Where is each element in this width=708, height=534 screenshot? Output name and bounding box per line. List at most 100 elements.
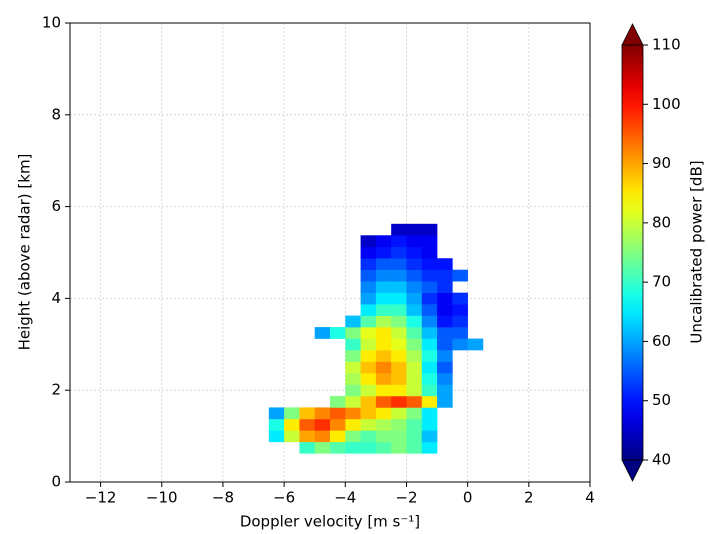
heatmap-cell [391, 235, 407, 248]
heatmap-cell [360, 418, 377, 431]
colorbar-tick-label: 110 [652, 36, 681, 54]
x-tick-label: −8 [212, 489, 234, 507]
heatmap-cell [330, 418, 346, 431]
heatmap-cell [406, 223, 423, 236]
heatmap-cell [360, 372, 377, 385]
heatmap-cell [391, 269, 407, 282]
heatmap-cell [452, 315, 468, 328]
heatmap-cell [375, 292, 392, 305]
heatmap-cell [299, 407, 316, 420]
heatmap-cell [406, 338, 423, 351]
heatmap-cell [421, 281, 438, 293]
heatmap-cell [330, 327, 346, 339]
heatmap-cell [314, 327, 331, 339]
heatmap-cell [437, 269, 453, 282]
heatmap-cell [421, 407, 438, 420]
heatmap-cell [406, 304, 423, 316]
heatmap-cell [375, 384, 392, 397]
heatmap-cell [406, 441, 423, 454]
heatmap-cell [299, 441, 316, 454]
heatmap-cell [375, 418, 392, 431]
heatmap-cell [452, 338, 468, 351]
heatmap-cell [375, 281, 392, 293]
heatmap-cell [421, 304, 438, 316]
heatmap-cell [406, 407, 423, 420]
heatmap-cell [375, 269, 392, 282]
heatmap-cell [360, 430, 377, 443]
y-tick-label: 10 [42, 14, 61, 32]
x-tick-label: 4 [585, 489, 595, 507]
x-tick-label: −10 [146, 489, 178, 507]
heatmap-cell [421, 327, 438, 339]
heatmap-cell [345, 441, 361, 454]
heatmap-cell [360, 246, 377, 259]
heatmap-cell [406, 235, 423, 248]
heatmap-cell [268, 430, 285, 443]
heatmap-cell [375, 407, 392, 420]
heatmap-cell [330, 430, 346, 443]
heatmap-cell [421, 223, 438, 236]
x-axis-label: Doppler velocity [m s⁻¹] [240, 513, 420, 531]
heatmap-cell [299, 430, 316, 443]
heatmap-cell [421, 269, 438, 282]
heatmap-cell [284, 407, 300, 420]
heatmap-cell [421, 430, 438, 443]
colorbar-tick-label: 90 [652, 154, 671, 172]
heatmap-cell [437, 258, 453, 271]
heatmap-cell [375, 235, 392, 248]
colorbar-tick-label: 80 [652, 213, 671, 231]
x-tick-label: −4 [334, 489, 356, 507]
heatmap-cell [391, 384, 407, 397]
heatmap-cell [391, 327, 407, 339]
heatmap-cell [391, 407, 407, 420]
heatmap-cell [375, 304, 392, 316]
heatmap-cell [391, 430, 407, 443]
heatmap-cell [437, 327, 453, 339]
heatmap-cell [421, 246, 438, 259]
heatmap-cell [406, 258, 423, 271]
heatmap-cell [345, 350, 361, 362]
colorbar-tick-label: 70 [652, 273, 671, 291]
heatmap-cell [314, 407, 331, 420]
heatmap-cell [437, 315, 453, 328]
heatmap-cell [360, 292, 377, 305]
heatmap-cell [330, 395, 346, 408]
heatmap-cell [406, 361, 423, 374]
heatmap-cell [330, 407, 346, 420]
heatmap-cell [284, 430, 300, 443]
heatmap-cell [406, 281, 423, 293]
colorbar-tick-label: 60 [652, 332, 671, 350]
heatmap-cell [406, 246, 423, 259]
y-tick-label: 2 [51, 381, 61, 399]
heatmap-cell [437, 372, 453, 385]
heatmap-cell [391, 372, 407, 385]
heatmap-cell [421, 292, 438, 305]
heatmap-cell [299, 418, 316, 431]
heatmap-cell [391, 441, 407, 454]
heatmap-cell [421, 418, 438, 431]
heatmap-cell [391, 292, 407, 305]
heatmap-cell [268, 418, 285, 431]
heatmap-cell [345, 372, 361, 385]
heatmap-cell [375, 327, 392, 339]
heatmap-cell [375, 350, 392, 362]
heatmap-cell [421, 441, 438, 454]
heatmap-cell [345, 384, 361, 397]
heatmap-cell [314, 441, 331, 454]
heatmap-cell [406, 395, 423, 408]
heatmap-cell [345, 338, 361, 351]
heatmap-cell [421, 361, 438, 374]
heatmap-cell [345, 418, 361, 431]
heatmap-cell [437, 361, 453, 374]
heatmap-cell [452, 327, 468, 339]
heatmap-cell [437, 395, 453, 408]
heatmap-cell [406, 430, 423, 443]
y-tick-label: 6 [51, 197, 61, 215]
colorbar-tick-label: 40 [652, 451, 671, 469]
heatmap-cell [375, 430, 392, 443]
heatmap-cell [406, 350, 423, 362]
heatmap-cell [360, 258, 377, 271]
heatmap-cell [391, 281, 407, 293]
heatmap-cell [375, 258, 392, 271]
heatmap-cell [391, 304, 407, 316]
